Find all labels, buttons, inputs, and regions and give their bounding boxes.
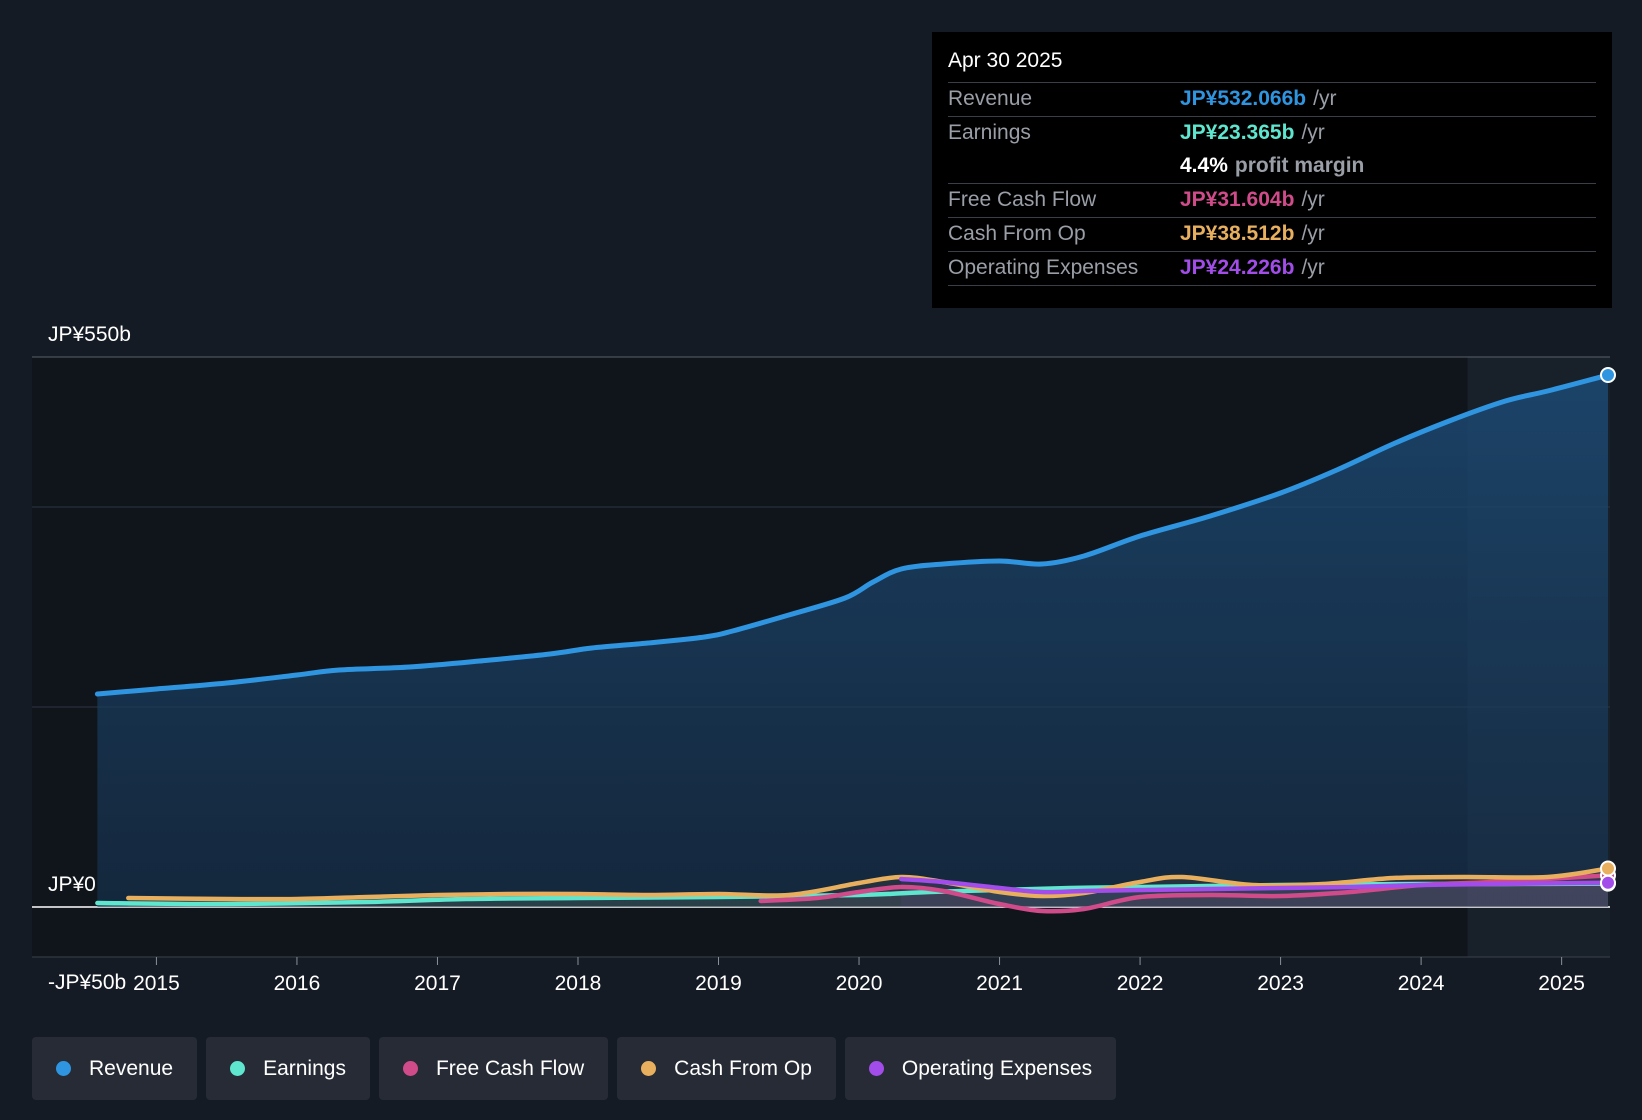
y-tick-label: JP¥550b xyxy=(48,323,131,346)
tooltip-unit: /yr xyxy=(1301,222,1325,245)
legend-label: Cash From Op xyxy=(674,1056,812,1080)
earnings-dot-icon xyxy=(230,1061,246,1076)
tooltip-row-profit-margin: 4.4% profit margin xyxy=(948,150,1596,184)
tooltip-unit: /yr xyxy=(1301,256,1325,279)
tooltip: Apr 30 2025 Revenue JP¥532.066b /yr Earn… xyxy=(932,32,1612,308)
x-axis: 2015 2016 2017 2018 2019 2020 2021 2022 2023 2024… xyxy=(133,957,1585,995)
x-tick-label: 2015 xyxy=(133,972,180,995)
free-cash-flow-dot-icon xyxy=(402,1061,418,1076)
tooltip-label xyxy=(948,150,1180,183)
operating-expenses-line xyxy=(898,876,1611,895)
cash-from-op-dot-icon xyxy=(641,1061,657,1076)
tooltip-row-free-cash-flow: Free Cash Flow JP¥31.604b /yr xyxy=(948,184,1596,218)
tooltip-unit: /yr xyxy=(1301,121,1325,144)
tooltip-row-cash-from-op: Cash From Op JP¥38.512b /yr xyxy=(948,218,1596,252)
legend-label: Free Cash Flow xyxy=(435,1056,585,1080)
tooltip-date: Apr 30 2025 xyxy=(948,46,1596,83)
x-tick-label: 2017 xyxy=(414,972,461,995)
x-tick-label: 2025 xyxy=(1538,972,1585,995)
tooltip-label: Free Cash Flow xyxy=(948,188,1097,211)
x-tick-label: 2018 xyxy=(555,972,602,995)
legend-item-revenue[interactable]: Revenue xyxy=(32,1037,198,1100)
tooltip-value: JP¥532.066b xyxy=(1180,87,1307,110)
legend-label: Earnings xyxy=(263,1056,346,1080)
x-tick-label: 2023 xyxy=(1257,972,1304,995)
x-tick-label: 2019 xyxy=(695,972,742,995)
tooltip-label: Cash From Op xyxy=(948,222,1086,245)
legend-item-cash-from-op[interactable]: Cash From Op xyxy=(617,1037,836,1100)
series-end-markers xyxy=(1600,367,1616,892)
tooltip-value: 4.4% xyxy=(1180,154,1228,177)
y-axis-labels: JP¥550b JP¥0 -JP¥50b xyxy=(48,323,131,994)
tooltip-row-revenue: Revenue JP¥532.066b /yr xyxy=(948,83,1596,117)
free-cash-flow-area xyxy=(760,875,1608,912)
legend-item-earnings[interactable]: Earnings xyxy=(206,1037,370,1100)
series-lines xyxy=(94,372,1611,914)
revenue-end-marker xyxy=(1600,367,1616,383)
tooltip-label: Revenue xyxy=(948,87,1033,110)
x-tick-label: 2022 xyxy=(1117,972,1164,995)
tooltip-unit: /yr xyxy=(1313,87,1337,110)
y-tick-label: -JP¥50b xyxy=(48,971,126,994)
tooltip-value: JP¥23.365b xyxy=(1180,121,1295,144)
operating-expenses-end-marker xyxy=(1600,874,1616,891)
legend-label: Operating Expenses xyxy=(901,1056,1093,1080)
operating-expenses-dot-icon xyxy=(868,1061,884,1076)
revenue-area xyxy=(97,375,1608,907)
cash-from-op-line xyxy=(126,866,1611,902)
tooltip-label: Earnings xyxy=(948,121,1031,144)
revenue-dot-icon xyxy=(56,1061,71,1076)
tooltip-value: JP¥24.226b xyxy=(1180,256,1295,279)
tooltip-row-operating-expenses: Operating Expenses JP¥24.226b /yr xyxy=(948,252,1596,286)
tooltip-value: JP¥31.604b xyxy=(1180,188,1295,211)
y-tick-label: JP¥0 xyxy=(48,873,96,896)
legend-label: Revenue xyxy=(89,1056,174,1080)
revenue-line xyxy=(94,372,1611,697)
x-tick-label: 2024 xyxy=(1398,972,1445,995)
tooltip-value: JP¥38.512b xyxy=(1180,222,1295,245)
tooltip-row-earnings: Earnings JP¥23.365b /yr xyxy=(948,117,1596,150)
x-tick-label: 2020 xyxy=(836,972,883,995)
legend: Revenue Earnings Free Cash Flow Cash Fro… xyxy=(32,1037,1117,1100)
x-tick-label: 2021 xyxy=(976,972,1023,995)
legend-item-free-cash-flow[interactable]: Free Cash Flow xyxy=(378,1037,609,1100)
x-tick-label: 2016 xyxy=(274,972,321,995)
cash-from-op-end-marker xyxy=(1600,860,1616,877)
legend-item-operating-expenses[interactable]: Operating Expenses xyxy=(844,1037,1117,1100)
tooltip-unit: /yr xyxy=(1301,188,1325,211)
tooltip-label: Operating Expenses xyxy=(948,256,1139,279)
tooltip-unit: profit margin xyxy=(1234,154,1365,177)
